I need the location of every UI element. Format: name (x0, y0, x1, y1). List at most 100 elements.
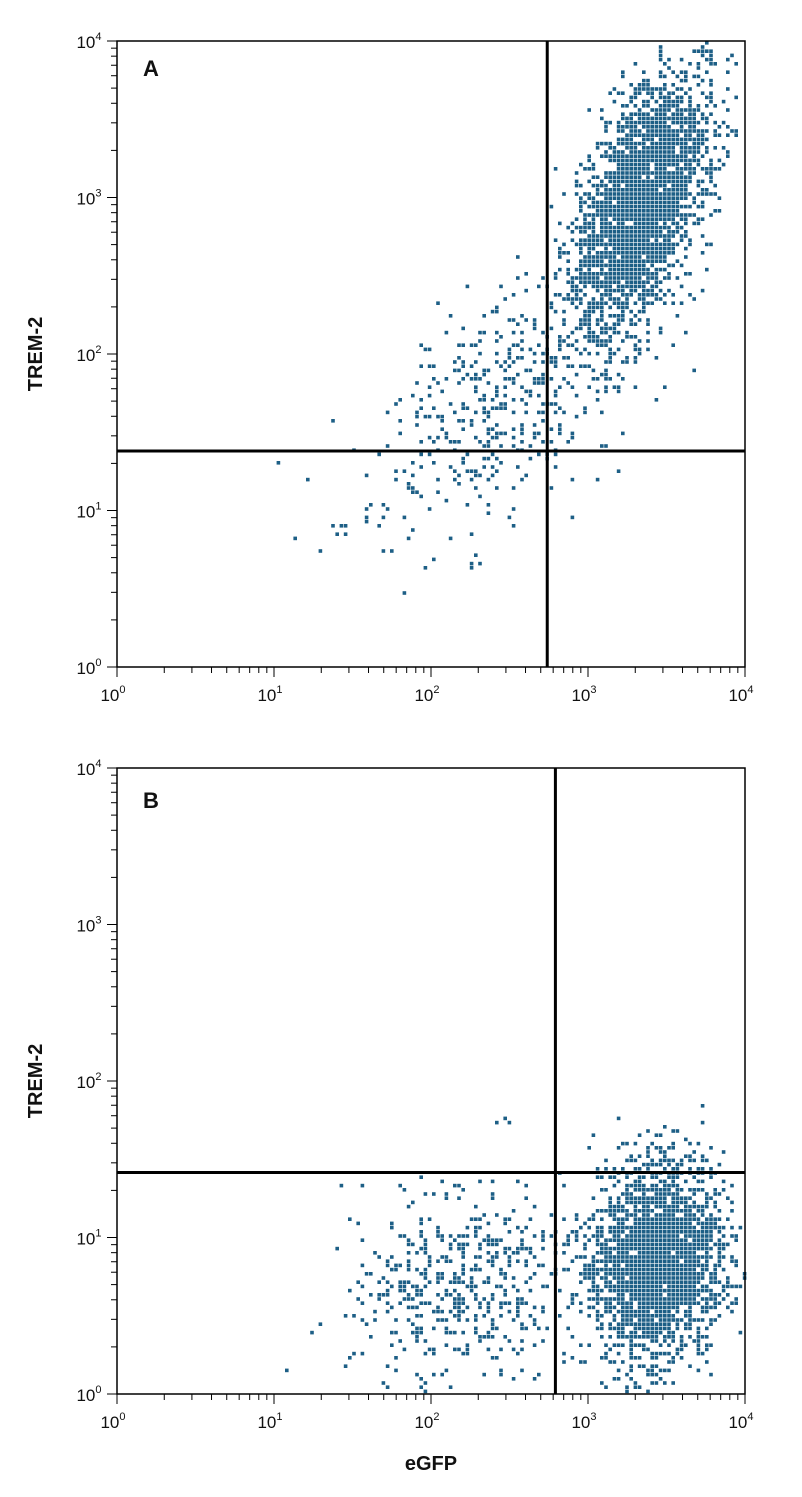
panel-b-event-dot (663, 1280, 667, 1284)
panel-b-event-dot (541, 1284, 545, 1289)
panel-b-event-dot (633, 1238, 638, 1242)
panel-a-event-dot (436, 490, 440, 494)
panel-a-event-dot (705, 129, 709, 133)
panel-a-event-dot (608, 255, 612, 259)
panel-b-event-dot (583, 1234, 587, 1238)
panel-a-event-dot (419, 398, 423, 402)
panel-a-event-dot (591, 242, 596, 247)
panel-a-event-dot (499, 335, 503, 339)
panel-b-event-dot (348, 1356, 352, 1360)
panel-b-event-dot (490, 1242, 495, 1247)
panel-b-event-dot (612, 1209, 617, 1213)
panel-b-event-dot (465, 1234, 470, 1238)
panel-a-event-dot (667, 204, 671, 209)
panel-b-event-dot (646, 1318, 650, 1322)
panel-b-event-dot (696, 1330, 701, 1335)
panel-b-event-dot (675, 1162, 680, 1167)
panel-b-event-dot (671, 1167, 675, 1171)
panel-a-event-dot (608, 297, 612, 301)
panel-b-event-dot (663, 1326, 667, 1331)
panel-b-event-dot (650, 1318, 654, 1322)
panel-b-event-dot (604, 1343, 608, 1347)
panel-b-event-dot (663, 1276, 667, 1280)
panel-a-event-dot (658, 57, 663, 62)
panel-b-event-dot (524, 1225, 528, 1230)
panel-a-event-dot (654, 112, 659, 116)
panel-a-event-dot (637, 196, 642, 200)
panel-b-event-dot (625, 1217, 629, 1221)
panel-a-event-dot (457, 368, 461, 373)
panel-a-event-dot (700, 288, 705, 293)
panel-b-event-dot (621, 1293, 625, 1297)
panel-b-event-dot (616, 1309, 621, 1314)
panel-b-event-dot (503, 1288, 507, 1293)
panel-b-event-dot (671, 1179, 675, 1184)
panel-a-event-dot (642, 154, 646, 158)
panel-a-event-dot (734, 129, 738, 133)
panel-a-event-dot (633, 91, 638, 95)
panel-b-event-dot (411, 1200, 415, 1205)
panel-a-event-dot (579, 238, 583, 242)
panel-b-event-dot (663, 1158, 667, 1163)
panel-b-event-dot (650, 1188, 654, 1192)
panel-a-event-dot (579, 322, 583, 326)
panel-b-event-dot (671, 1297, 675, 1301)
panel-b-event-dot (625, 1389, 629, 1394)
panel-a-event-dot (705, 120, 709, 125)
panel-a-event-dot (675, 87, 680, 91)
panel-a-event-dot (642, 133, 646, 137)
panel-a-event-dot (658, 209, 663, 213)
panel-b-event-dot (566, 1238, 570, 1242)
panel-b-event-dot (486, 1330, 491, 1335)
panel-a-event-dot (461, 419, 465, 423)
panel-a-event-dot (663, 225, 667, 230)
panel-b-event-dot (654, 1192, 659, 1196)
panel-b-event-dot (633, 1188, 638, 1192)
panel-a-event-dot (679, 217, 684, 221)
panel-b-event-dot (633, 1141, 638, 1146)
panel-a-event-dot (625, 209, 629, 213)
panel-a-event-dot (469, 377, 474, 381)
panel-a-event-dot (482, 419, 486, 423)
panel-a-event-dot (486, 431, 491, 436)
panel-a-event-dot (709, 171, 713, 175)
panel-b-event-dot (453, 1314, 457, 1318)
panel-b-x-tick-label: 101 (257, 1411, 282, 1432)
panel-b-y-tick-label: 100 (76, 1384, 101, 1405)
panel-b-event-dot (637, 1221, 642, 1226)
panel-b-event-dot (721, 1288, 726, 1293)
panel-a-event-dot (679, 87, 684, 91)
panel-b-event-dot (709, 1213, 713, 1217)
panel-b-event-dot (650, 1234, 654, 1238)
panel-a-event-dot (558, 221, 562, 226)
panel-b-event-dot (679, 1238, 684, 1242)
panel-a-event-dot (654, 188, 659, 192)
panel-b-event-dot (646, 1200, 650, 1205)
panel-a-event-dot (608, 339, 612, 343)
panel-b-event-dot (642, 1330, 646, 1335)
panel-b-event-dot (646, 1301, 650, 1305)
panel-b-event-dot (675, 1267, 680, 1272)
panel-a-event-dot (684, 141, 688, 146)
panel-a-event-dot (637, 83, 642, 87)
panel-a-event-dot (675, 133, 680, 137)
panel-a-event-dot (654, 167, 659, 171)
panel-a-event-dot (705, 242, 709, 247)
panel-b-event-dot (646, 1347, 650, 1352)
panel-b-event-dot (658, 1368, 663, 1373)
panel-b-event-dot (667, 1259, 671, 1263)
panel-b-event-dot (717, 1192, 722, 1196)
panel-b-event-dot (734, 1263, 738, 1268)
panel-b-event-dot (650, 1356, 654, 1360)
panel-b-event-dot (654, 1204, 659, 1209)
panel-a-event-dot (612, 87, 617, 91)
panel-b-event-dot (612, 1305, 617, 1310)
panel-a-event-dot (318, 549, 323, 553)
panel-b-event-dot (360, 1183, 365, 1188)
panel-a-event-dot (499, 431, 503, 436)
panel-a-event-dot (696, 217, 701, 221)
panel-b-event-dot (465, 1347, 470, 1352)
panel-b-event-dot (713, 1192, 717, 1196)
panel-a-event-dot (667, 162, 671, 167)
panel-a-event-dot (511, 381, 516, 385)
